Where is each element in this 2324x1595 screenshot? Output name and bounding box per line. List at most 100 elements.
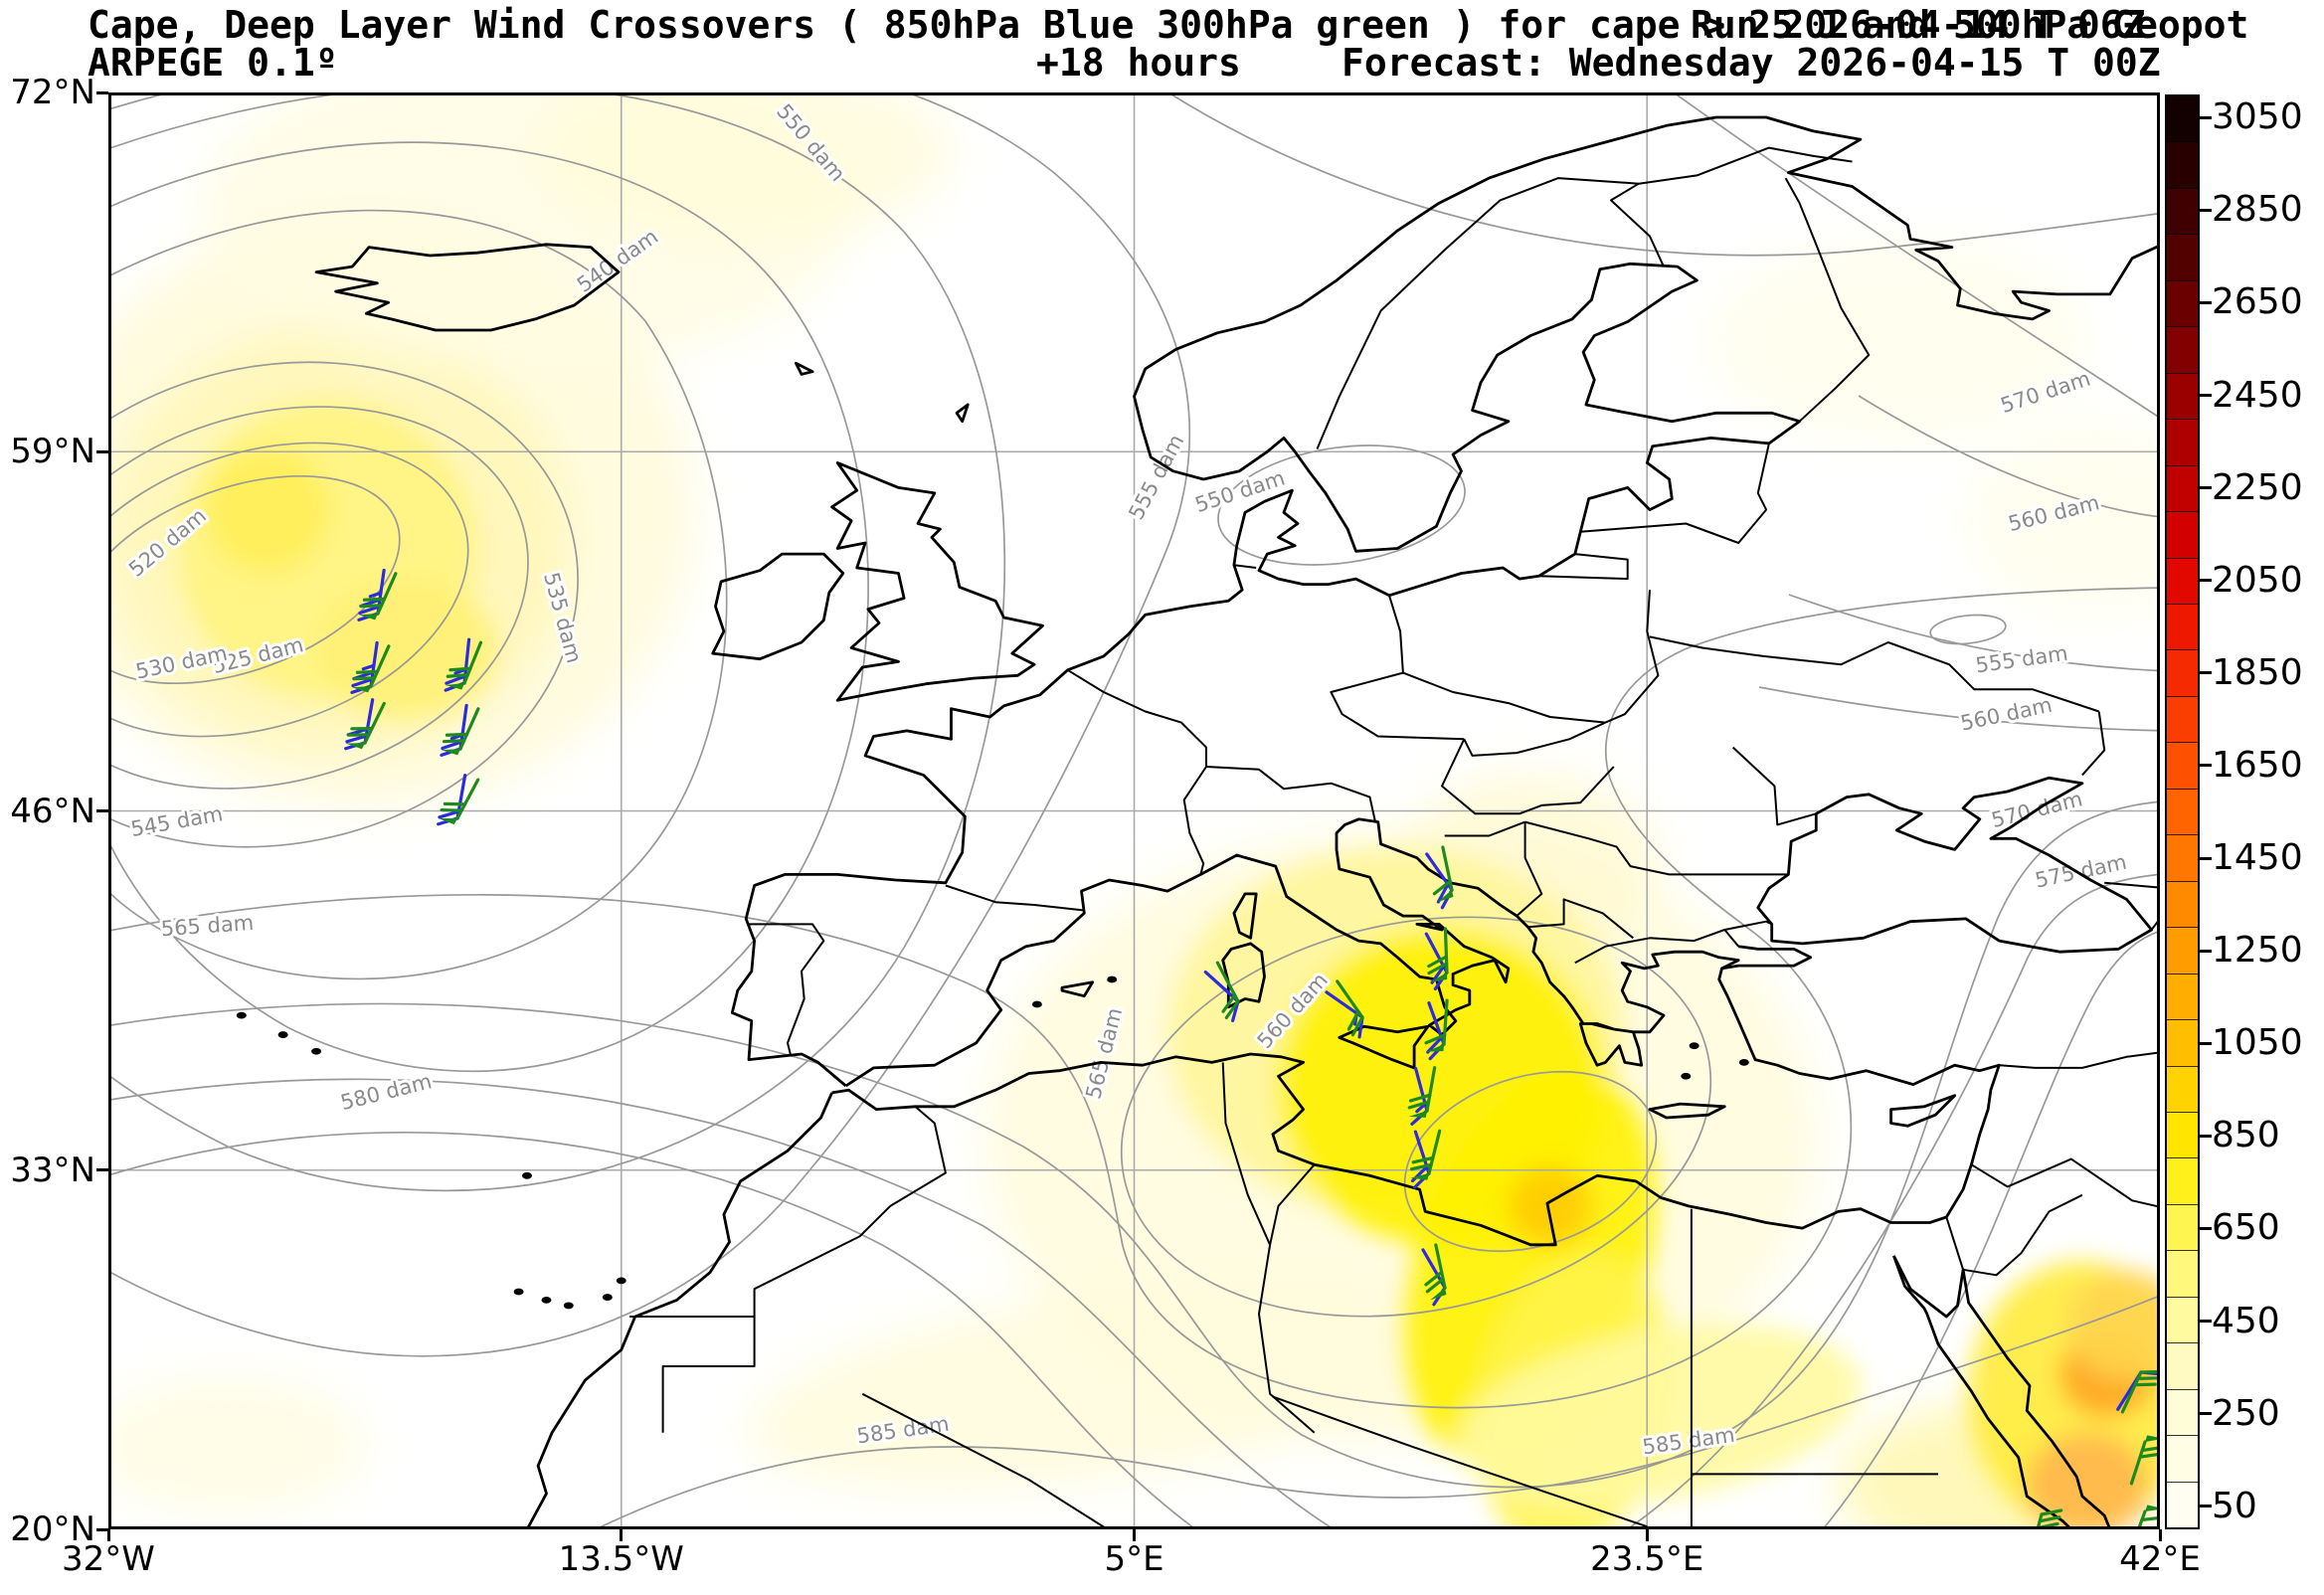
lon-axis-label: 23.5°E bbox=[1590, 1539, 1704, 1579]
colorbar-tick-label: 850 bbox=[2212, 1115, 2280, 1156]
contour-label: 555 dam bbox=[1974, 641, 2069, 678]
lon-axis-tick bbox=[1133, 1529, 1136, 1541]
colorbar-segment bbox=[2167, 603, 2198, 650]
colorbar-segment bbox=[2167, 742, 2198, 789]
model-label: ARPEGE 0.1º bbox=[88, 41, 338, 85]
colorbar-tick-label: 1450 bbox=[2212, 837, 2303, 879]
contour-label: 565 dam bbox=[160, 911, 255, 941]
wind-barb-icon bbox=[1409, 1129, 1442, 1180]
wind-barb-icon bbox=[2120, 1369, 2160, 1414]
colorbar-segment bbox=[2167, 788, 2198, 835]
colorbar-tick bbox=[2200, 1226, 2212, 1230]
colorbar-tick-label: 50 bbox=[2212, 1485, 2257, 1526]
wind-barb-icon bbox=[1215, 961, 1240, 1019]
colorbar-tick-label: 1850 bbox=[2212, 651, 2303, 693]
colorbar-segment bbox=[2167, 96, 2198, 142]
colorbar-tick-label: 2650 bbox=[2212, 281, 2303, 323]
lead-time-label: +18 hours bbox=[1036, 41, 1241, 85]
colorbar-segment bbox=[2167, 279, 2198, 327]
colorbar-tick bbox=[2200, 208, 2212, 212]
colorbar-segment bbox=[2167, 511, 2198, 558]
wind-barb-icon bbox=[441, 707, 480, 756]
lon-axis-label: 5°E bbox=[1104, 1539, 1164, 1579]
wind-barb-icon bbox=[1407, 1066, 1437, 1118]
country-borders bbox=[629, 146, 2160, 1529]
colorbar-tick bbox=[2200, 856, 2212, 860]
colorbar-segment bbox=[2167, 1203, 2198, 1251]
colorbar-tick-label: 1650 bbox=[2212, 744, 2303, 786]
colorbar-segment bbox=[2167, 187, 2198, 235]
lon-axis-tick bbox=[106, 1529, 110, 1541]
colorbar-segment bbox=[2167, 880, 2198, 928]
wind-barb-icon bbox=[445, 640, 483, 690]
lat-axis-label: 20°N bbox=[10, 1509, 95, 1549]
run-timestamp: Run 2026-04-14 T 06Z bbox=[1691, 3, 2146, 47]
lat-axis-label: 46°N bbox=[10, 791, 95, 831]
wind-barb-icon bbox=[351, 644, 391, 693]
cape-colorbar bbox=[2165, 94, 2200, 1529]
colorbar-segment bbox=[2167, 649, 2198, 696]
colorbar-segment bbox=[2167, 1388, 2198, 1436]
colorbar-tick-label: 1250 bbox=[2212, 930, 2303, 972]
colorbar-tick bbox=[2200, 486, 2212, 490]
wind-barb-icon bbox=[1336, 979, 1364, 1037]
geopotential-contours bbox=[108, 92, 2160, 1529]
colorbar-segment bbox=[2167, 1157, 2198, 1204]
colorbar-segment bbox=[2167, 834, 2198, 881]
colorbar-tick bbox=[2200, 1041, 2212, 1045]
plot-frame bbox=[108, 92, 2160, 1529]
colorbar-segment bbox=[2167, 1019, 2198, 1066]
lat-axis-tick bbox=[96, 1527, 108, 1531]
contour-label: 550 dam bbox=[1192, 465, 1288, 517]
lon-axis-label: 32°W bbox=[62, 1539, 155, 1579]
wind-barb-icon bbox=[358, 572, 398, 620]
lat-axis-tick bbox=[96, 449, 108, 453]
lat-axis-label: 59°N bbox=[10, 432, 95, 472]
lon-axis-tick bbox=[2158, 1529, 2162, 1541]
colorbar-tick bbox=[2200, 1134, 2212, 1138]
colorbar-segment bbox=[2167, 1481, 2198, 1528]
colorbar-segment bbox=[2167, 927, 2198, 974]
colorbar-segment bbox=[2167, 372, 2198, 420]
colorbar-segment bbox=[2167, 1296, 2198, 1343]
colorbar-tick bbox=[2200, 579, 2212, 583]
colorbar-segment bbox=[2167, 419, 2198, 465]
forecast-valid-label: Forecast: Wednesday 2026-04-15 T 00Z bbox=[1341, 41, 2161, 85]
colorbar-segment bbox=[2167, 464, 2198, 512]
colorbar-tick bbox=[2200, 671, 2212, 675]
colorbar-tick-label: 250 bbox=[2212, 1392, 2280, 1434]
contour-label: 560 dam bbox=[1958, 693, 2054, 736]
colorbar-tick bbox=[2200, 394, 2212, 398]
colorbar-tick-label: 3050 bbox=[2212, 96, 2303, 138]
colorbar-tick-label: 2250 bbox=[2212, 466, 2303, 508]
wind-barb-icon bbox=[438, 778, 480, 825]
wind-barb-icon bbox=[1424, 1243, 1447, 1301]
wind-barb-icon bbox=[345, 701, 386, 750]
lat-axis-tick bbox=[96, 1168, 108, 1172]
coastlines bbox=[314, 115, 2160, 1529]
colorbar-tick-label: 650 bbox=[2212, 1207, 2280, 1249]
colorbar-segment bbox=[2167, 1250, 2198, 1297]
colorbar-segment bbox=[2167, 1065, 2198, 1112]
colorbar-tick bbox=[2200, 1505, 2212, 1508]
lat-axis-tick bbox=[96, 809, 108, 812]
wind-barbs bbox=[344, 568, 2160, 1529]
wind-barb-icon bbox=[1427, 927, 1449, 982]
lon-axis-label: 42°E bbox=[2119, 1539, 2201, 1579]
colorbar-tick-label: 2850 bbox=[2212, 189, 2303, 231]
lat-axis-label: 33°N bbox=[10, 1150, 95, 1190]
lon-axis-tick bbox=[620, 1529, 624, 1541]
lat-axis-label: 72°N bbox=[10, 73, 95, 112]
contour-label: 545 dam bbox=[129, 801, 225, 841]
map-canvas: 520 dam 525 dam 530 dam 535 dam 540 dam 545 d… bbox=[108, 92, 2160, 1529]
colorbar-segment bbox=[2167, 234, 2198, 280]
contour-label: 575 dam bbox=[2033, 850, 2128, 893]
colorbar-tick bbox=[2200, 300, 2212, 304]
colorbar-tick bbox=[2200, 115, 2212, 119]
small-islands bbox=[236, 975, 1749, 1310]
colorbar-segment bbox=[2167, 326, 2198, 373]
colorbar-segment bbox=[2167, 1111, 2198, 1158]
lat-axis-tick bbox=[96, 90, 108, 94]
colorbar-segment bbox=[2167, 695, 2198, 743]
